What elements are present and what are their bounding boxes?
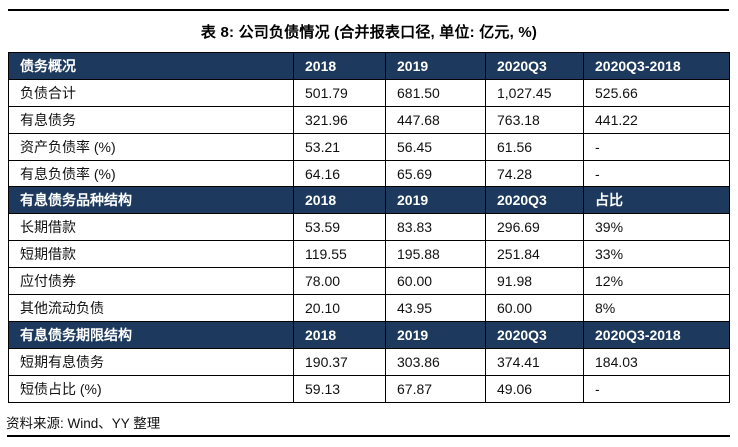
value-cell: 60.00 [485, 294, 584, 322]
section-header-row: 有息债务期限结构 2018 2019 2020Q3 2020Q3-2018 [8, 320, 730, 349]
value-cell: 64.16 [293, 159, 386, 188]
value-cell: 53.59 [293, 213, 386, 242]
value-cell: 763.18 [485, 105, 584, 134]
section-header-row: 债务概况 2018 2019 2020Q3 2020Q3-2018 [8, 52, 730, 80]
debt-table-body: 债务概况 2018 2019 2020Q3 2020Q3-2018 负债合计 501.79 6… [8, 52, 730, 403]
value-cell: 184.03 [583, 347, 730, 376]
value-cell: 65.69 [385, 159, 486, 188]
table-row: 有息负债率 (%) 64.16 65.69 74.28- [8, 159, 730, 188]
value-cell: 61.56 [485, 132, 584, 161]
value-cell: 374.41 [485, 347, 584, 376]
value-cell: 78.00 [293, 267, 386, 296]
section-title-cell: 债务概况 [8, 52, 294, 80]
value-cell: 501.79 [293, 78, 386, 107]
value-cell: 20.10 [293, 294, 386, 322]
column-header-cell: 2018 [293, 320, 386, 349]
value-cell: 49.06 [485, 374, 584, 403]
value-cell: 53.21 [293, 132, 386, 161]
row-label-cell: 短期借款 [8, 240, 294, 269]
value-cell: 60.00 [385, 267, 486, 296]
value-cell: 525.66 [583, 78, 730, 107]
source-note: 资料来源: Wind、YY 整理 [6, 416, 161, 431]
value-cell: 251.84 [485, 240, 584, 269]
table-title: 表 8: 公司负债情况 (合并报表口径, 单位: 亿元, %) [200, 24, 538, 41]
row-label-cell: 短债占比 (%) [8, 374, 294, 403]
value-cell: 43.95 [385, 294, 486, 322]
row-label-cell: 长期借款 [8, 213, 294, 242]
value-cell: 441.22 [583, 105, 730, 134]
value-cell: 83.83 [385, 213, 486, 242]
column-header-cell: 2020Q3 [485, 320, 584, 349]
value-cell: 39% [583, 213, 730, 242]
value-cell: 195.88 [385, 240, 486, 269]
value-cell: 74.28 [485, 159, 584, 188]
table-row: 短期借款 119.55 195.88 251.84 33% [8, 240, 730, 269]
column-header-cell: 2019 [385, 52, 486, 80]
row-label-cell: 应付债券 [8, 267, 294, 296]
row-label-cell: 资产负债率 (%) [8, 132, 294, 161]
row-label-cell: 有息负债率 (%) [8, 159, 294, 188]
row-label-cell: 其他流动负债 [8, 294, 294, 322]
column-header-cell: 占比 [583, 186, 730, 215]
table-row: 长期借款 53.59 83.83 296.69 39% [8, 213, 730, 242]
column-header-cell: 2019 [385, 186, 486, 215]
table-row: 短债占比 (%) 59.13 67.87 49.06- [8, 374, 730, 403]
value-cell: 12% [583, 267, 730, 296]
column-header-cell: 2018 [293, 186, 386, 215]
column-header-cell: 2020Q3-2018 [583, 320, 730, 349]
value-cell: 190.37 [293, 347, 386, 376]
bottom-rule [7, 435, 730, 437]
top-rule [8, 9, 729, 11]
row-label-cell: 有息债务 [8, 105, 294, 134]
section-title-cell: 有息债务期限结构 [8, 320, 294, 349]
value-cell: - [583, 374, 730, 403]
column-header-cell: 2020Q3 [485, 52, 584, 80]
value-cell: 119.55 [293, 240, 386, 269]
value-cell: 67.87 [385, 374, 486, 403]
value-cell: 447.68 [385, 105, 486, 134]
row-label-cell: 负债合计 [8, 78, 294, 107]
column-header-cell: 2020Q3 [485, 186, 584, 215]
section-header-row: 有息债务品种结构 2018 2019 2020Q3 占比 [8, 186, 730, 215]
value-cell: 303.86 [385, 347, 486, 376]
column-header-cell: 2018 [293, 52, 386, 80]
table-row: 有息债务 321.96 447.68 763.18 441.22 [8, 105, 730, 134]
table-row: 其他流动负债 20.10 43.95 60.00 8% [8, 294, 730, 322]
column-header-cell: 2020Q3-2018 [583, 52, 730, 80]
value-cell: - [583, 159, 730, 188]
table-row: 负债合计 501.79 681.50 1,027.45 525.66 [8, 78, 730, 107]
section-title-cell: 有息债务品种结构 [8, 186, 294, 215]
value-cell: 91.98 [485, 267, 584, 296]
value-cell: 56.45 [385, 132, 486, 161]
value-cell: 321.96 [293, 105, 386, 134]
value-cell: 33% [583, 240, 730, 269]
column-header-cell: 2019 [385, 320, 486, 349]
value-cell: 8% [583, 294, 730, 322]
value-cell: 59.13 [293, 374, 386, 403]
value-cell: 681.50 [385, 78, 486, 107]
row-label-cell: 短期有息债务 [8, 347, 294, 376]
value-cell: 1,027.45 [485, 78, 584, 107]
table-row: 短期有息债务 190.37 303.86 374.41 184.03 [8, 347, 730, 376]
table-row: 应付债券 78.00 60.00 91.98 12% [8, 267, 730, 296]
debt-table: 债务概况 2018 2019 2020Q3 2020Q3-2018 负债合计 501.79 6… [8, 52, 730, 403]
table-row: 资产负债率 (%) 53.21 56.45 61.56- [8, 132, 730, 161]
value-cell: 296.69 [485, 213, 584, 242]
value-cell: - [583, 132, 730, 161]
